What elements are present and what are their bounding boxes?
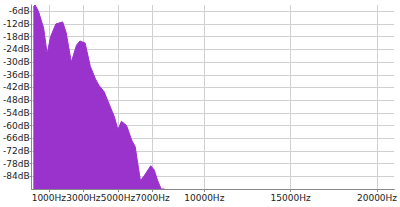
svg-text:7000Hz: 7000Hz — [135, 193, 170, 203]
svg-text:-42dB: -42dB — [3, 82, 30, 92]
svg-text:15000Hz: 15000Hz — [271, 193, 311, 203]
svg-text:5000Hz: 5000Hz — [101, 193, 136, 203]
svg-text:-84dB: -84dB — [3, 171, 30, 181]
svg-text:-54dB: -54dB — [3, 108, 30, 118]
svg-text:-78dB: -78dB — [3, 159, 30, 169]
svg-text:-24dB: -24dB — [3, 44, 30, 54]
svg-text:10000Hz: 10000Hz — [184, 193, 224, 203]
svg-text:-66dB: -66dB — [3, 133, 30, 143]
svg-text:20000Hz: 20000Hz — [357, 193, 397, 203]
svg-text:-30dB: -30dB — [3, 57, 30, 67]
svg-text:3000Hz: 3000Hz — [66, 193, 101, 203]
svg-text:-12dB: -12dB — [3, 19, 30, 29]
svg-text:-18dB: -18dB — [3, 32, 30, 42]
svg-text:1000Hz: 1000Hz — [32, 193, 67, 203]
svg-text:-72dB: -72dB — [3, 146, 30, 156]
svg-text:-48dB: -48dB — [3, 95, 30, 105]
svg-text:-60dB: -60dB — [3, 121, 30, 131]
svg-text:-6dB: -6dB — [9, 6, 30, 16]
svg-text:-36dB: -36dB — [3, 70, 30, 80]
